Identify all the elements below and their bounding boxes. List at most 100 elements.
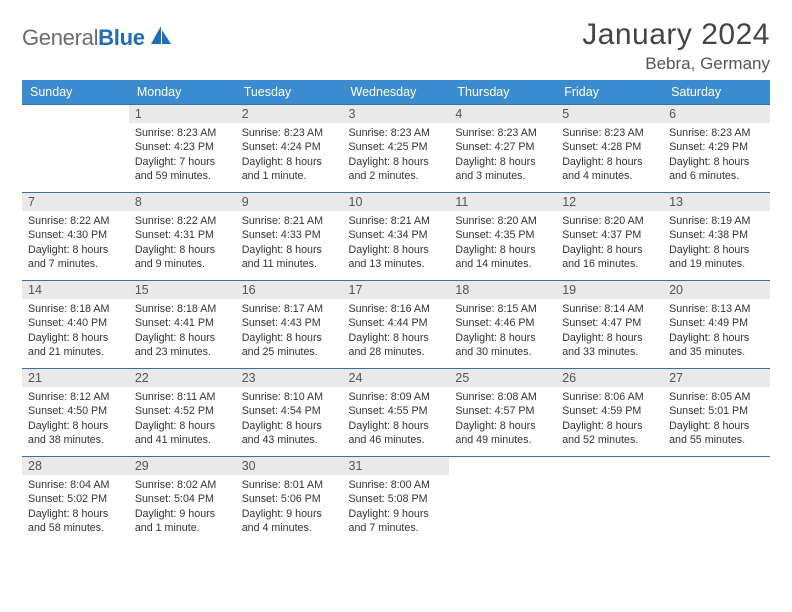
day-line: Sunrise: 8:13 AM: [669, 302, 764, 316]
day-line: Sunset: 5:04 PM: [135, 492, 230, 506]
day-line: and 59 minutes.: [135, 169, 230, 183]
calendar-cell: .: [22, 105, 129, 193]
day-line: Sunrise: 8:23 AM: [455, 126, 550, 140]
day-line: and 35 minutes.: [669, 345, 764, 359]
day-number: 25: [449, 369, 556, 387]
day-line: Sunset: 4:27 PM: [455, 140, 550, 154]
day-details: Sunrise: 8:23 AMSunset: 4:24 PMDaylight:…: [236, 123, 343, 188]
day-line: Sunset: 5:01 PM: [669, 404, 764, 418]
day-line: Sunrise: 8:00 AM: [349, 478, 444, 492]
day-line: Daylight: 8 hours: [242, 243, 337, 257]
day-line: and 13 minutes.: [349, 257, 444, 271]
day-line: and 3 minutes.: [455, 169, 550, 183]
day-number: 20: [663, 281, 770, 299]
day-line: and 19 minutes.: [669, 257, 764, 271]
day-details: Sunrise: 8:04 AMSunset: 5:02 PMDaylight:…: [22, 475, 129, 540]
day-line: and 6 minutes.: [669, 169, 764, 183]
weekday-header: Friday: [556, 80, 663, 105]
day-number: 24: [343, 369, 450, 387]
weekday-row: SundayMondayTuesdayWednesdayThursdayFrid…: [22, 80, 770, 105]
day-line: Daylight: 9 hours: [135, 507, 230, 521]
day-line: Sunrise: 8:21 AM: [349, 214, 444, 228]
day-number: 29: [129, 457, 236, 475]
calendar-cell: 26Sunrise: 8:06 AMSunset: 4:59 PMDayligh…: [556, 369, 663, 457]
day-line: Daylight: 9 hours: [242, 507, 337, 521]
day-number: 26: [556, 369, 663, 387]
day-line: Daylight: 8 hours: [669, 243, 764, 257]
day-details: Sunrise: 8:00 AMSunset: 5:08 PMDaylight:…: [343, 475, 450, 540]
day-line: Sunset: 4:47 PM: [562, 316, 657, 330]
day-details: Sunrise: 8:22 AMSunset: 4:30 PMDaylight:…: [22, 211, 129, 276]
location: Bebra, Germany: [582, 54, 770, 74]
day-line: Daylight: 8 hours: [28, 243, 123, 257]
weekday-header: Saturday: [663, 80, 770, 105]
day-details: Sunrise: 8:23 AMSunset: 4:29 PMDaylight:…: [663, 123, 770, 188]
day-number: 28: [22, 457, 129, 475]
day-details: Sunrise: 8:18 AMSunset: 4:40 PMDaylight:…: [22, 299, 129, 364]
title-block: January 2024 Bebra, Germany: [582, 18, 770, 74]
day-line: Daylight: 8 hours: [669, 155, 764, 169]
day-line: and 30 minutes.: [455, 345, 550, 359]
day-details: Sunrise: 8:09 AMSunset: 4:55 PMDaylight:…: [343, 387, 450, 452]
day-number: 3: [343, 105, 450, 123]
day-line: Daylight: 8 hours: [562, 331, 657, 345]
day-number: 12: [556, 193, 663, 211]
day-line: and 1 minute.: [242, 169, 337, 183]
day-line: Sunrise: 8:11 AM: [135, 390, 230, 404]
day-line: Sunset: 4:33 PM: [242, 228, 337, 242]
day-details: Sunrise: 8:23 AMSunset: 4:27 PMDaylight:…: [449, 123, 556, 188]
calendar-cell: 22Sunrise: 8:11 AMSunset: 4:52 PMDayligh…: [129, 369, 236, 457]
day-line: Sunrise: 8:10 AM: [242, 390, 337, 404]
day-number: 10: [343, 193, 450, 211]
logo-word-1: General: [22, 25, 98, 50]
calendar-cell: 13Sunrise: 8:19 AMSunset: 4:38 PMDayligh…: [663, 193, 770, 281]
day-line: Daylight: 8 hours: [349, 155, 444, 169]
calendar-cell: 21Sunrise: 8:12 AMSunset: 4:50 PMDayligh…: [22, 369, 129, 457]
calendar-cell: 28Sunrise: 8:04 AMSunset: 5:02 PMDayligh…: [22, 457, 129, 545]
weekday-header: Monday: [129, 80, 236, 105]
weekday-header: Sunday: [22, 80, 129, 105]
day-number: 4: [449, 105, 556, 123]
day-line: Sunset: 4:49 PM: [669, 316, 764, 330]
day-line: Sunrise: 8:16 AM: [349, 302, 444, 316]
day-line: and 52 minutes.: [562, 433, 657, 447]
day-details: Sunrise: 8:20 AMSunset: 4:37 PMDaylight:…: [556, 211, 663, 276]
day-line: Daylight: 8 hours: [562, 419, 657, 433]
day-line: Sunset: 4:44 PM: [349, 316, 444, 330]
day-line: and 23 minutes.: [135, 345, 230, 359]
day-line: Sunrise: 8:20 AM: [562, 214, 657, 228]
day-line: and 7 minutes.: [28, 257, 123, 271]
day-line: and 41 minutes.: [135, 433, 230, 447]
day-number: 15: [129, 281, 236, 299]
day-line: and 21 minutes.: [28, 345, 123, 359]
day-details: Sunrise: 8:21 AMSunset: 4:33 PMDaylight:…: [236, 211, 343, 276]
day-number: 27: [663, 369, 770, 387]
day-line: Sunset: 5:08 PM: [349, 492, 444, 506]
day-line: Sunset: 4:59 PM: [562, 404, 657, 418]
day-line: and 1 minute.: [135, 521, 230, 535]
day-number: 31: [343, 457, 450, 475]
calendar-cell: 18Sunrise: 8:15 AMSunset: 4:46 PMDayligh…: [449, 281, 556, 369]
calendar-week: 21Sunrise: 8:12 AMSunset: 4:50 PMDayligh…: [22, 369, 770, 457]
day-line: and 28 minutes.: [349, 345, 444, 359]
day-number: 22: [129, 369, 236, 387]
day-line: Daylight: 8 hours: [28, 419, 123, 433]
day-line: Sunset: 5:02 PM: [28, 492, 123, 506]
calendar-cell: 4Sunrise: 8:23 AMSunset: 4:27 PMDaylight…: [449, 105, 556, 193]
calendar-cell: .: [449, 457, 556, 545]
day-line: Sunset: 4:46 PM: [455, 316, 550, 330]
calendar-week: .1Sunrise: 8:23 AMSunset: 4:23 PMDayligh…: [22, 105, 770, 193]
calendar-cell: 16Sunrise: 8:17 AMSunset: 4:43 PMDayligh…: [236, 281, 343, 369]
day-details: Sunrise: 8:20 AMSunset: 4:35 PMDaylight:…: [449, 211, 556, 276]
day-details: Sunrise: 8:08 AMSunset: 4:57 PMDaylight:…: [449, 387, 556, 452]
day-details: Sunrise: 8:11 AMSunset: 4:52 PMDaylight:…: [129, 387, 236, 452]
day-line: Daylight: 8 hours: [455, 331, 550, 345]
day-number: 1: [129, 105, 236, 123]
day-line: Sunset: 4:54 PM: [242, 404, 337, 418]
calendar-cell: 23Sunrise: 8:10 AMSunset: 4:54 PMDayligh…: [236, 369, 343, 457]
calendar-cell: 29Sunrise: 8:02 AMSunset: 5:04 PMDayligh…: [129, 457, 236, 545]
day-line: and 25 minutes.: [242, 345, 337, 359]
day-number: 30: [236, 457, 343, 475]
day-line: and 7 minutes.: [349, 521, 444, 535]
day-number: 23: [236, 369, 343, 387]
